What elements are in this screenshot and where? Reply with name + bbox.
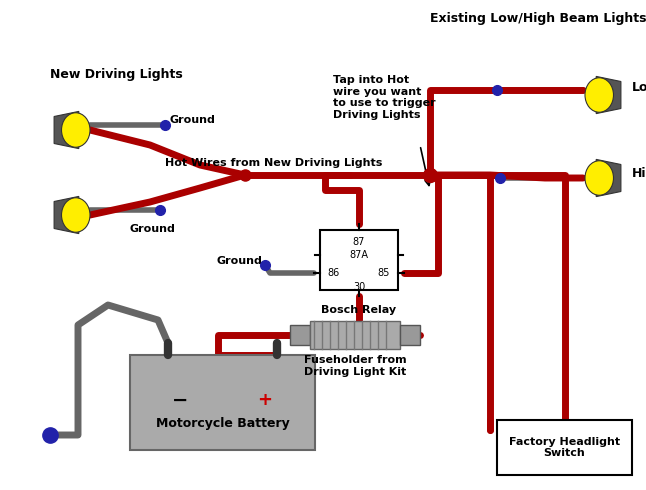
Text: +: + (258, 391, 273, 409)
Bar (497, 420, 632, 475)
Bar (400, 325, 420, 345)
Text: Ground: Ground (170, 115, 216, 125)
Text: 87: 87 (353, 237, 365, 247)
Bar (310, 321, 400, 349)
Text: 86: 86 (328, 268, 340, 278)
Polygon shape (54, 111, 79, 148)
Text: Factory Headlight
Switch: Factory Headlight Switch (509, 437, 620, 458)
Ellipse shape (61, 198, 90, 232)
Text: Low: Low (632, 81, 646, 95)
Bar (130, 355, 315, 450)
Polygon shape (596, 76, 621, 114)
Polygon shape (54, 196, 79, 234)
Bar (320, 230, 398, 290)
Text: Bosch Relay: Bosch Relay (322, 305, 397, 315)
Text: Fuseholder from
Driving Light Kit: Fuseholder from Driving Light Kit (304, 355, 406, 377)
Ellipse shape (585, 78, 614, 112)
Text: −: − (172, 391, 188, 410)
Text: 30: 30 (353, 282, 365, 292)
Text: New Driving Lights: New Driving Lights (50, 68, 183, 81)
Ellipse shape (585, 161, 614, 195)
Text: Ground: Ground (130, 224, 176, 234)
Bar (290, 325, 310, 345)
Ellipse shape (61, 113, 90, 147)
Text: 85: 85 (378, 268, 390, 278)
Text: Motorcycle Battery: Motorcycle Battery (156, 416, 289, 430)
Text: 87A: 87A (349, 250, 368, 260)
Text: Tap into Hot
wire you want
to use to trigger
Driving Lights: Tap into Hot wire you want to use to tri… (333, 75, 435, 120)
Text: Ground: Ground (216, 256, 262, 266)
Text: Existing Low/High Beam Lights: Existing Low/High Beam Lights (430, 12, 646, 25)
Text: High: High (632, 167, 646, 179)
Text: Hot Wires from New Driving Lights: Hot Wires from New Driving Lights (165, 158, 382, 168)
Polygon shape (596, 159, 621, 196)
